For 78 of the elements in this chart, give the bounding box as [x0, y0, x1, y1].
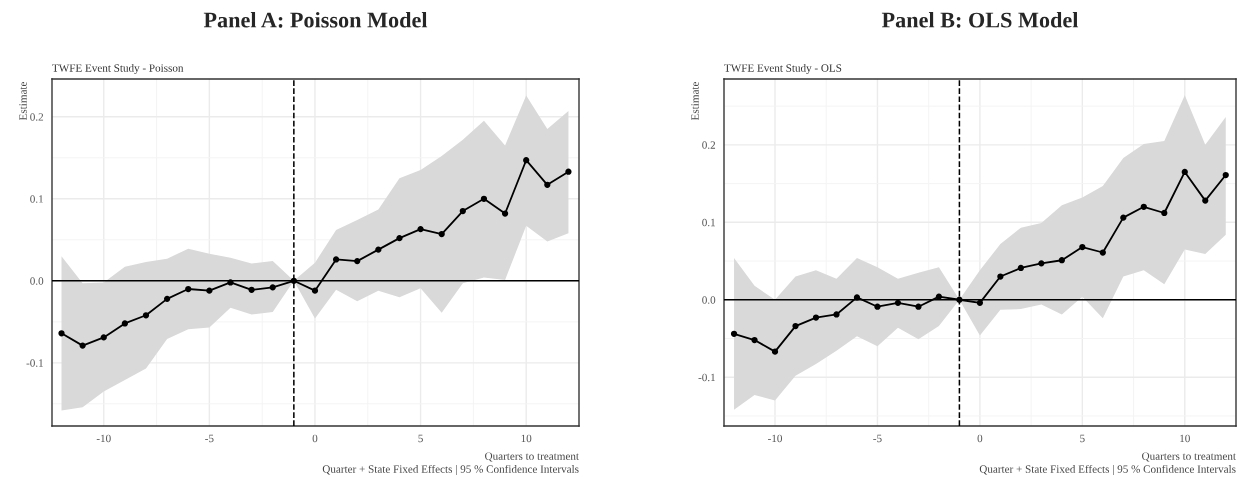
point [121, 320, 128, 327]
y-tick-label: 0.2 [702, 141, 716, 149]
y-axis-title: Estimate [19, 81, 27, 121]
point [771, 348, 779, 355]
y-tick-label: 0.0 [30, 277, 44, 285]
y-tick-label: 0.1 [702, 218, 715, 227]
point [79, 342, 86, 349]
point [1017, 264, 1024, 272]
point [874, 303, 881, 310]
chart-title: Panel B: OLS Model [881, 11, 1079, 28]
point [1099, 249, 1106, 256]
point [163, 295, 171, 302]
point [480, 195, 488, 202]
point [1140, 203, 1147, 210]
point [290, 277, 297, 284]
point [438, 230, 445, 238]
point [812, 314, 820, 321]
x-tick-label: 10 [521, 434, 532, 443]
point [311, 287, 319, 294]
x-axis-title: Quarters to treatment [1142, 452, 1236, 462]
chart-title: Panel A: Poisson Model [203, 11, 428, 28]
x-tick-label: 0 [312, 434, 318, 443]
x-tick-label: 5 [1080, 434, 1085, 443]
y-tick-label: -0.1 [26, 359, 43, 367]
point [544, 181, 551, 188]
point [1058, 257, 1065, 264]
point [58, 330, 65, 337]
point [751, 336, 758, 344]
x-tick-label: 0 [977, 434, 983, 443]
y-tick-label: 0.0 [702, 296, 716, 304]
point [976, 299, 984, 306]
point [956, 296, 963, 303]
point [894, 299, 902, 306]
y-tick-label: 0.2 [30, 113, 44, 121]
point [354, 257, 361, 265]
x-tick-label: -5 [205, 434, 214, 443]
point [501, 210, 509, 217]
point [523, 157, 530, 164]
point [100, 334, 107, 341]
point [248, 286, 255, 293]
point [375, 246, 382, 253]
point [1222, 171, 1229, 179]
x-tick-label: -10 [96, 434, 111, 443]
point [1079, 243, 1086, 251]
point [935, 293, 943, 300]
x-tick-label: -5 [873, 434, 882, 443]
text: Quarter + State Fixed Effects | 95 % Confidence Intervals [979, 464, 1236, 476]
point [565, 168, 572, 175]
x-axis-title: Quarters to treatment [485, 452, 579, 462]
x-tick-label: -10 [768, 434, 782, 443]
point [185, 285, 192, 293]
y-axis-title: Estimate [691, 81, 699, 121]
point [227, 279, 234, 286]
point [1181, 168, 1188, 176]
point [792, 322, 799, 330]
point [1120, 214, 1127, 221]
point [396, 235, 403, 242]
chart-subtitle: TWFE Event Study - OLS [724, 63, 842, 75]
point [997, 273, 1004, 280]
point [730, 330, 738, 337]
point [459, 207, 466, 215]
point [1038, 260, 1045, 267]
point [417, 226, 424, 233]
y-tick-label: 0.1 [30, 195, 43, 203]
x-tick-label: 10 [1180, 434, 1190, 443]
point [853, 294, 861, 301]
point [1202, 197, 1209, 204]
point [1161, 209, 1168, 217]
point [332, 256, 340, 263]
point [206, 287, 213, 294]
point [142, 312, 150, 319]
point [915, 303, 922, 310]
point [833, 311, 840, 318]
y-tick-label: -0.1 [698, 373, 715, 382]
chart-subtitle: TWFE Event Study - Poisson [52, 63, 184, 75]
point [269, 284, 276, 291]
text: Quarter + State Fixed Effects | 95 % Confidence Intervals [322, 464, 579, 476]
x-tick-label: 5 [418, 434, 423, 443]
